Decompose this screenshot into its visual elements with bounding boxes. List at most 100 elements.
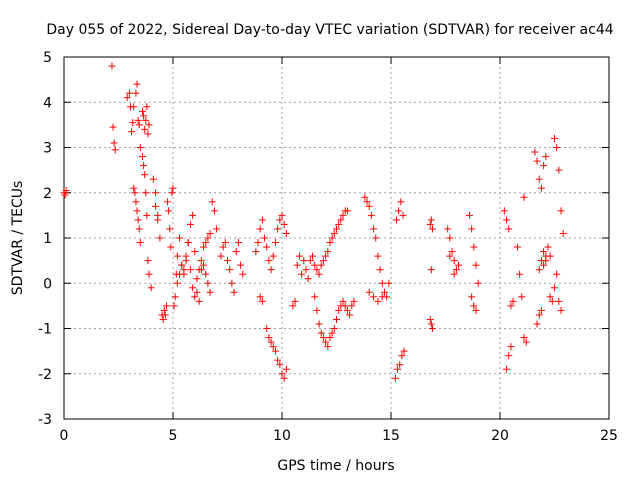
data-point bbox=[426, 315, 434, 323]
data-point bbox=[263, 243, 271, 251]
data-point bbox=[162, 302, 170, 310]
data-point bbox=[258, 297, 266, 305]
data-point bbox=[228, 279, 236, 287]
data-point bbox=[147, 284, 155, 292]
data-point bbox=[258, 216, 266, 224]
data-point bbox=[130, 103, 138, 111]
data-point bbox=[378, 293, 386, 301]
data-point bbox=[267, 266, 275, 274]
data-point bbox=[546, 293, 554, 301]
data-point bbox=[189, 284, 197, 292]
data-point bbox=[254, 239, 262, 247]
data-point bbox=[138, 107, 146, 115]
data-point bbox=[300, 257, 308, 265]
data-point bbox=[123, 94, 131, 102]
data-point bbox=[540, 162, 548, 170]
data-point bbox=[450, 270, 458, 278]
y-tick-label: 2 bbox=[43, 186, 52, 202]
data-point bbox=[326, 334, 334, 342]
data-point bbox=[452, 266, 460, 274]
data-point bbox=[204, 234, 212, 242]
data-point bbox=[317, 329, 325, 337]
data-point bbox=[149, 175, 157, 183]
data-point bbox=[267, 338, 275, 346]
data-point bbox=[189, 211, 197, 219]
data-point bbox=[134, 216, 142, 224]
data-point bbox=[518, 293, 526, 301]
data-point bbox=[380, 288, 388, 296]
data-point bbox=[135, 121, 143, 129]
data-point bbox=[555, 297, 563, 305]
data-point bbox=[145, 121, 153, 129]
data-point bbox=[505, 225, 513, 233]
data-point bbox=[130, 184, 138, 192]
data-point bbox=[335, 220, 343, 228]
data-point bbox=[365, 202, 373, 210]
data-point bbox=[280, 374, 288, 382]
data-point bbox=[293, 261, 301, 269]
data-point bbox=[280, 220, 288, 228]
data-point bbox=[141, 171, 149, 179]
data-point bbox=[391, 374, 399, 382]
data-point bbox=[160, 306, 168, 314]
y-tick-label: 1 bbox=[43, 231, 52, 247]
data-point bbox=[513, 243, 521, 251]
data-point bbox=[324, 248, 332, 256]
data-point bbox=[109, 123, 117, 131]
data-point bbox=[398, 352, 406, 360]
data-point bbox=[533, 157, 541, 165]
data-point bbox=[224, 257, 231, 265]
data-point bbox=[557, 207, 565, 215]
data-point bbox=[520, 193, 528, 201]
data-point bbox=[392, 216, 400, 224]
data-point bbox=[397, 198, 405, 206]
data-point bbox=[178, 261, 186, 269]
data-point bbox=[197, 257, 205, 265]
data-point bbox=[339, 297, 347, 305]
data-point bbox=[559, 229, 567, 237]
data-point bbox=[311, 293, 319, 301]
data-point bbox=[191, 248, 199, 256]
data-point bbox=[295, 252, 303, 260]
data-point bbox=[302, 266, 310, 274]
data-point bbox=[313, 306, 321, 314]
data-point bbox=[140, 112, 148, 120]
data-point bbox=[232, 248, 240, 256]
data-point bbox=[503, 365, 511, 373]
data-point bbox=[322, 338, 330, 346]
data-point bbox=[346, 311, 354, 319]
data-point bbox=[298, 270, 306, 278]
data-point bbox=[226, 266, 234, 274]
data-point bbox=[195, 266, 203, 274]
data-point bbox=[152, 202, 160, 210]
data-point bbox=[204, 279, 212, 287]
data-point bbox=[468, 293, 476, 301]
data-point bbox=[282, 365, 290, 373]
data-point bbox=[135, 225, 143, 233]
data-point bbox=[315, 270, 323, 278]
data-point bbox=[509, 297, 517, 305]
data-point bbox=[234, 239, 242, 247]
data-point bbox=[202, 239, 210, 247]
data-point bbox=[256, 293, 264, 301]
data-point bbox=[470, 243, 478, 251]
data-point bbox=[271, 239, 279, 247]
data-point bbox=[145, 270, 153, 278]
x-tick-label: 15 bbox=[382, 428, 400, 444]
data-point bbox=[306, 257, 314, 265]
data-point bbox=[186, 220, 194, 228]
data-point bbox=[144, 130, 152, 138]
data-point bbox=[448, 248, 456, 256]
data-point bbox=[446, 252, 454, 260]
data-point bbox=[472, 261, 480, 269]
data-point bbox=[544, 243, 552, 251]
x-tick-label: 5 bbox=[169, 428, 178, 444]
chart-title: Day 055 of 2022, Sidereal Day-to-day VTE… bbox=[46, 22, 613, 38]
x-tick-label: 20 bbox=[491, 428, 509, 444]
data-point bbox=[289, 302, 297, 310]
data-point bbox=[343, 306, 351, 314]
y-tick-label: -1 bbox=[38, 322, 52, 338]
data-point bbox=[400, 347, 408, 355]
data-point bbox=[156, 234, 164, 242]
data-point bbox=[335, 306, 343, 314]
